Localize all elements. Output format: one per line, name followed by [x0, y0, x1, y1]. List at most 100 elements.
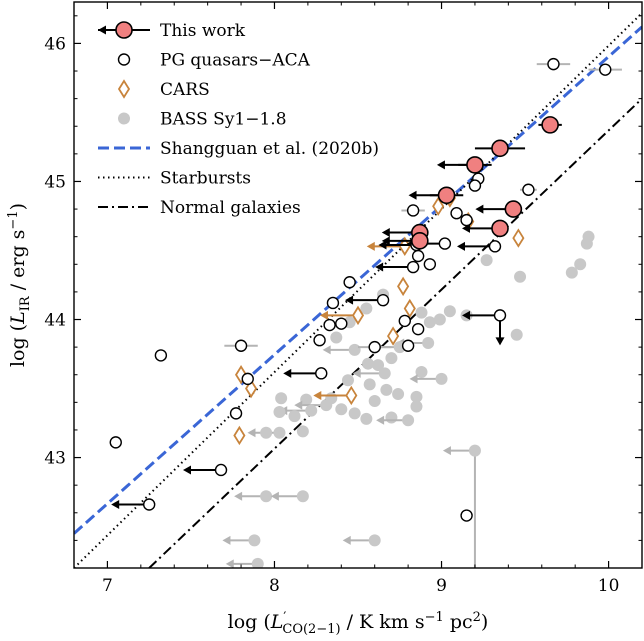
data-point: [514, 270, 527, 283]
upper-limit-arrowhead: [381, 228, 390, 238]
data-point: [229, 407, 243, 420]
data-point: [411, 232, 429, 250]
legend-item: Normal galaxies: [98, 198, 301, 218]
data-point: [368, 534, 381, 547]
legend-item: BASS Sy1−1.8: [118, 110, 287, 130]
data-point: [313, 334, 326, 347]
data-point: [305, 404, 318, 417]
data-point: [385, 411, 398, 424]
legend-label: Starbursts: [160, 169, 251, 189]
data-point: [443, 305, 456, 318]
data-point: [142, 498, 156, 511]
data-point: [491, 219, 509, 238]
upper-limit-arrowhead: [456, 241, 465, 251]
data-point: [406, 260, 420, 274]
data-point: [403, 298, 416, 319]
data-point: [415, 306, 428, 319]
data-point: [480, 254, 493, 267]
data-point: [504, 200, 523, 218]
legend-marker: [117, 53, 131, 66]
data-point: [288, 410, 301, 423]
data-point: [410, 400, 423, 413]
data-point: [491, 139, 509, 158]
data-point: [460, 213, 473, 227]
data-point: [423, 316, 436, 329]
line-dashed: [74, 25, 642, 535]
upper-limit-arrowhead: [462, 310, 470, 320]
data-point: [411, 249, 425, 263]
upper-limit-arrowhead: [283, 368, 292, 378]
legend-item: Shangguan et al. (2020b): [98, 139, 379, 159]
data-point: [234, 339, 248, 352]
legend-label: Shangguan et al. (2020b): [160, 139, 379, 159]
data-point: [401, 339, 415, 352]
data-point: [547, 57, 560, 71]
data-point: [348, 343, 361, 356]
data-point: [468, 179, 482, 192]
upper-limit-arrowhead: [320, 310, 328, 320]
data-point: [214, 463, 228, 477]
data-point: [402, 414, 415, 427]
data-point: [433, 313, 446, 326]
data-point: [423, 258, 437, 271]
upper-limit-arrowhead: [322, 345, 331, 355]
data-point: [296, 425, 309, 438]
data-point: [438, 237, 452, 250]
data-point: [154, 349, 168, 362]
plot-frame: [73, 1, 643, 569]
data-point: [109, 436, 122, 449]
data-point: [351, 305, 365, 326]
data-point: [341, 374, 354, 387]
data-point: [360, 302, 373, 315]
legend-label: BASS Sy1−1.8: [160, 110, 287, 130]
legend-marker: [118, 112, 130, 125]
legend-label: CARS: [160, 80, 210, 100]
upper-limit-arrowhead: [183, 465, 192, 475]
y-tick-label: 43: [44, 449, 66, 469]
data-point: [410, 390, 423, 403]
upper-limit-arrowhead: [313, 390, 322, 400]
data-point: [541, 116, 559, 134]
upper-limit-arrowhead: [270, 491, 279, 501]
data-point: [450, 207, 463, 220]
data-point: [488, 240, 502, 253]
legend-item: CARS: [117, 79, 210, 100]
data-point: [315, 367, 328, 380]
upper-limit-arrowhead: [222, 535, 231, 545]
data-point: [432, 196, 445, 217]
data-points: [109, 57, 622, 568]
data-point: [320, 399, 333, 412]
data-point: [330, 331, 343, 344]
data-point: [296, 490, 309, 503]
data-point: [363, 378, 376, 391]
data-point: [372, 359, 385, 372]
legend-marker: [115, 21, 133, 39]
upper-limit-arrowhead: [462, 223, 470, 233]
data-point: [437, 186, 456, 205]
upper-limit-arrowhead: [409, 374, 418, 384]
data-point: [565, 266, 578, 279]
upper-limit-arrowhead: [111, 499, 120, 509]
data-point: [468, 444, 481, 457]
data-point: [248, 534, 261, 547]
data-point: [343, 276, 356, 289]
series-this-work: [381, 116, 562, 250]
data-point: [360, 412, 373, 425]
data-point: [392, 388, 405, 401]
data-point: [260, 490, 273, 503]
data-point: [415, 365, 428, 378]
upper-limit-arrowhead: [366, 241, 375, 251]
legend-marker: [117, 79, 131, 99]
data-point: [466, 156, 484, 174]
data-point: [435, 372, 448, 385]
upper-limit-arrowhead: [352, 368, 361, 378]
data-point: [251, 557, 264, 568]
data-point: [387, 326, 400, 346]
upper-limit-arrowhead: [225, 559, 234, 568]
x-tick-label: 9: [436, 576, 447, 596]
legend-label: This work: [160, 21, 246, 41]
legend-label: PG quasars−ACA: [160, 51, 311, 71]
data-point: [397, 276, 410, 297]
legend-item: PG quasars−ACA: [117, 51, 311, 71]
